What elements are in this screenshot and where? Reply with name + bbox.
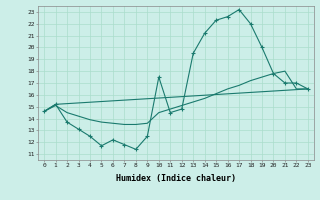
X-axis label: Humidex (Indice chaleur): Humidex (Indice chaleur)	[116, 174, 236, 183]
